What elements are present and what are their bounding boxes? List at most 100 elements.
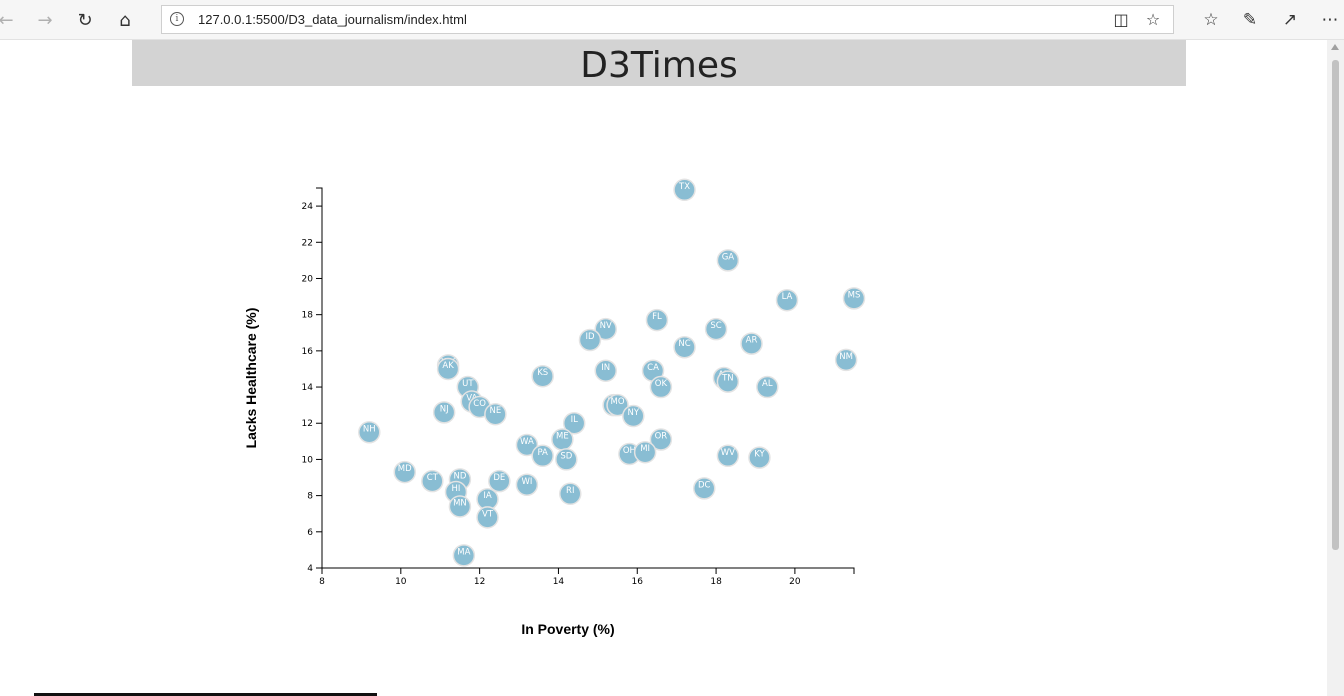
state-circle[interactable]	[740, 332, 763, 355]
state-point[interactable]: OR	[649, 428, 673, 451]
state-point[interactable]: AR	[740, 332, 763, 355]
state-circle[interactable]	[421, 469, 444, 493]
state-point[interactable]: CT	[421, 469, 444, 493]
vertical-scrollbar[interactable]	[1327, 40, 1344, 696]
state-circle[interactable]	[834, 348, 858, 372]
state-circle[interactable]	[622, 404, 645, 428]
state-circle[interactable]	[649, 428, 673, 451]
back-arrow-icon[interactable]: ←	[0, 9, 14, 31]
state-circle[interactable]	[476, 506, 499, 529]
state-point[interactable]: PA	[531, 444, 554, 468]
state-point[interactable]: NJ	[432, 401, 456, 424]
state-circle[interactable]	[448, 495, 472, 518]
favorites-icon[interactable]: ☆	[1203, 10, 1219, 30]
state-point[interactable]: AK	[436, 357, 460, 381]
state-point[interactable]: VT	[476, 506, 499, 529]
state-point[interactable]: DE	[488, 469, 511, 493]
state-point[interactable]: ME	[551, 428, 574, 451]
state-circle[interactable]	[515, 433, 539, 457]
info-icon[interactable]: i	[170, 12, 184, 26]
state-point[interactable]: WI	[515, 473, 539, 497]
state-point[interactable]: LA	[775, 288, 799, 312]
y-tick-label: 10	[302, 455, 314, 465]
url-text[interactable]: 127.0.0.1:5500/D3_data_journalism/index.…	[198, 12, 467, 27]
state-point[interactable]: NH	[358, 421, 381, 444]
state-point[interactable]: KS	[531, 364, 554, 388]
reading-view-icon[interactable]: ◫	[1113, 10, 1129, 29]
state-circle[interactable]	[756, 375, 779, 399]
state-circle[interactable]	[633, 440, 657, 464]
state-point[interactable]: SD	[555, 448, 578, 471]
state-circle[interactable]	[645, 308, 669, 332]
state-point[interactable]: AL	[756, 375, 779, 399]
state-point[interactable]: OK	[649, 375, 673, 399]
state-circle[interactable]	[555, 448, 578, 471]
state-circle[interactable]	[716, 444, 740, 468]
star-icon[interactable]: ☆	[1145, 10, 1161, 29]
state-point[interactable]: ID	[578, 328, 602, 352]
state-circle[interactable]	[649, 375, 673, 399]
state-point[interactable]: NE	[484, 402, 507, 426]
state-circle[interactable]	[432, 401, 456, 424]
state-circle[interactable]	[716, 249, 740, 272]
state-circle[interactable]	[488, 469, 511, 493]
state-circle[interactable]	[393, 460, 417, 484]
address-bar[interactable]: i 127.0.0.1:5500/D3_data_journalism/inde…	[161, 5, 1174, 34]
share-icon[interactable]: ↗	[1282, 10, 1298, 30]
refresh-icon[interactable]: ↻	[77, 9, 93, 31]
state-circle[interactable]	[578, 328, 602, 352]
state-point[interactable]: NC	[673, 335, 696, 359]
state-point[interactable]: NM	[834, 348, 858, 372]
state-point[interactable]: MD	[393, 460, 417, 484]
state-circle[interactable]	[673, 178, 696, 202]
state-point[interactable]: IN	[594, 359, 617, 383]
state-circle[interactable]	[594, 317, 617, 341]
state-circle[interactable]	[594, 359, 617, 383]
state-circle[interactable]	[704, 317, 728, 341]
state-point[interactable]: NV	[594, 317, 617, 341]
state-circle[interactable]	[606, 393, 629, 417]
forward-arrow-icon[interactable]: →	[37, 9, 53, 31]
state-point[interactable]: RI	[559, 482, 582, 506]
state-circle[interactable]	[693, 477, 716, 500]
state-circle[interactable]	[775, 288, 799, 312]
state-point[interactable]: WA	[515, 433, 539, 457]
state-circle[interactable]	[515, 473, 539, 497]
more-icon[interactable]: ⋯	[1321, 10, 1339, 30]
state-point[interactable]: KY	[748, 446, 771, 469]
state-circle[interactable]	[452, 544, 476, 567]
scrollbar-thumb[interactable]	[1332, 60, 1339, 550]
state-circle[interactable]	[531, 364, 554, 388]
state-point[interactable]: SC	[704, 317, 728, 341]
state-point[interactable]: TX	[673, 178, 696, 202]
state-point[interactable]: MO	[606, 393, 629, 417]
y-axis-label[interactable]: Lacks Healthcare (%)	[243, 308, 259, 449]
pen-icon[interactable]: ✎	[1242, 10, 1258, 30]
state-point[interactable]: MN	[448, 495, 472, 518]
state-circle[interactable]	[562, 411, 586, 435]
state-circle[interactable]	[531, 444, 554, 468]
state-point[interactable]: IL	[562, 411, 586, 435]
state-point[interactable]: FL	[645, 308, 669, 332]
state-circle[interactable]	[748, 446, 771, 469]
state-circle[interactable]	[484, 402, 507, 426]
state-point[interactable]: MS	[842, 287, 866, 310]
x-axis-label[interactable]: In Poverty (%)	[521, 621, 614, 637]
state-label: NC	[678, 339, 690, 349]
state-point[interactable]: WV	[716, 444, 740, 468]
state-point[interactable]: DC	[693, 477, 716, 500]
state-point[interactable]: MA	[452, 544, 476, 567]
home-icon[interactable]: ⌂	[119, 9, 131, 31]
state-circle[interactable]	[842, 287, 866, 310]
state-circle[interactable]	[436, 357, 460, 381]
state-point[interactable]: TN	[716, 370, 740, 393]
scroll-up-icon[interactable]	[1331, 44, 1339, 50]
state-point[interactable]: GA	[716, 249, 740, 272]
state-point[interactable]: NY	[622, 404, 645, 428]
state-label: OK	[655, 379, 668, 389]
state-circle[interactable]	[673, 335, 696, 359]
state-point[interactable]: MI	[633, 440, 657, 464]
state-circle[interactable]	[716, 370, 740, 393]
state-circle[interactable]	[559, 482, 582, 506]
state-circle[interactable]	[358, 421, 381, 444]
